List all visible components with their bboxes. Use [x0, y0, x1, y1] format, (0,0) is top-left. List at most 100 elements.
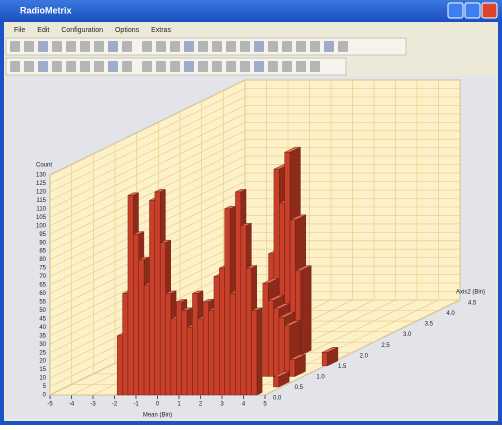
tool-button[interactable]	[122, 41, 132, 52]
tool-button[interactable]	[142, 41, 152, 52]
menu-item[interactable]: Options	[115, 27, 140, 34]
bar	[159, 242, 166, 396]
tool-button[interactable]	[170, 61, 180, 72]
menu-item[interactable]: Configuration	[61, 27, 103, 34]
tool-button[interactable]	[52, 41, 62, 52]
tool-button[interactable]	[254, 41, 264, 52]
y-tick-label: 120	[36, 190, 47, 196]
bar	[192, 293, 199, 396]
tool-button[interactable]	[66, 41, 76, 52]
tool-button[interactable]	[310, 61, 320, 72]
tool-button[interactable]	[108, 41, 118, 52]
tool-button[interactable]	[240, 41, 250, 52]
bar	[229, 293, 236, 396]
tool-button[interactable]	[198, 41, 208, 52]
tool-button[interactable]	[296, 61, 306, 72]
bar	[289, 359, 296, 377]
y-tick-label: 130	[36, 173, 47, 179]
tool-button[interactable]	[282, 41, 292, 52]
bar	[321, 352, 328, 367]
tool-button[interactable]	[240, 61, 250, 72]
tool-button[interactable]	[310, 41, 320, 52]
tool-button[interactable]	[198, 61, 208, 72]
bar	[262, 283, 269, 377]
grid-line	[264, 299, 461, 396]
tool-button[interactable]	[94, 41, 104, 52]
tool-button[interactable]	[184, 61, 194, 72]
close-button[interactable]	[481, 2, 498, 19]
y-tick-label: 45	[39, 316, 46, 322]
tool-button[interactable]	[212, 61, 222, 72]
tool-button[interactable]	[80, 61, 90, 72]
y-tick-label: 50	[39, 308, 46, 314]
menu-item[interactable]: File	[14, 27, 25, 34]
y-tick-label: 55	[39, 300, 46, 306]
y-tick-label: 100	[36, 223, 47, 229]
tool-button[interactable]	[170, 41, 180, 52]
bar	[176, 301, 182, 396]
y-tick-label: 30	[39, 342, 46, 348]
bar	[284, 325, 290, 377]
tool-button[interactable]	[10, 61, 20, 72]
x-tick-label: 1	[177, 402, 181, 408]
z-tick-label: 4.5	[468, 301, 477, 307]
tool-button[interactable]	[142, 61, 152, 72]
y-tick-label: 125	[36, 181, 47, 187]
grid-line	[49, 198, 246, 294]
bar	[267, 300, 274, 377]
tool-button[interactable]	[108, 61, 118, 72]
tool-button[interactable]	[24, 41, 34, 52]
tool-button[interactable]	[10, 41, 20, 52]
tool-button[interactable]	[338, 41, 348, 52]
bar	[202, 301, 209, 396]
tool-button[interactable]	[94, 61, 104, 72]
menu-item[interactable]: Edit	[37, 27, 49, 34]
tool-button[interactable]	[254, 61, 264, 72]
tool-button[interactable]	[226, 61, 236, 72]
bar	[278, 316, 285, 377]
maximize-button[interactable]	[464, 2, 481, 19]
menu-item[interactable]: Extras	[151, 27, 171, 34]
y-tick-label: 35	[39, 333, 46, 339]
tool-button[interactable]	[122, 61, 132, 72]
tool-button[interactable]	[282, 61, 292, 72]
bar-side	[300, 265, 312, 356]
x-tick-label: 3	[220, 402, 224, 408]
tool-button[interactable]	[226, 41, 236, 52]
z-tick-label: 2.5	[381, 343, 390, 349]
tool-button[interactable]	[52, 61, 62, 72]
bar-side	[256, 307, 263, 396]
tool-button[interactable]	[24, 61, 34, 72]
bar	[186, 327, 193, 396]
tool-button[interactable]	[38, 61, 48, 72]
tool-button[interactable]	[324, 41, 334, 52]
tool-button[interactable]	[296, 41, 306, 52]
z-tick-label: 2.0	[360, 353, 369, 359]
bar	[213, 276, 220, 396]
x-tick-label: -1	[133, 402, 139, 408]
tool-button[interactable]	[156, 41, 166, 52]
tool-button[interactable]	[38, 41, 48, 52]
tool-button[interactable]	[66, 61, 76, 72]
tool-button[interactable]	[156, 61, 166, 72]
bar	[165, 293, 172, 396]
grid-line	[49, 147, 246, 244]
y-tick-label: 65	[39, 283, 46, 289]
y-tick-label: 95	[39, 232, 46, 238]
bar	[138, 259, 145, 396]
minimize-button[interactable]	[447, 2, 464, 19]
bar	[245, 267, 252, 396]
bar	[127, 195, 134, 396]
bar	[208, 310, 215, 396]
tool-button[interactable]	[268, 61, 278, 72]
y-axis-title: Count	[36, 163, 52, 169]
tool-button[interactable]	[268, 41, 278, 52]
x-tick-label: 0	[156, 402, 160, 408]
tool-button[interactable]	[184, 41, 194, 52]
x-tick-label: -2	[112, 402, 118, 408]
y-tick-label: 90	[39, 240, 46, 246]
tool-button[interactable]	[212, 41, 222, 52]
y-tick-label: 85	[39, 249, 46, 255]
tool-button[interactable]	[80, 41, 90, 52]
y-tick-label: 0	[43, 393, 47, 399]
